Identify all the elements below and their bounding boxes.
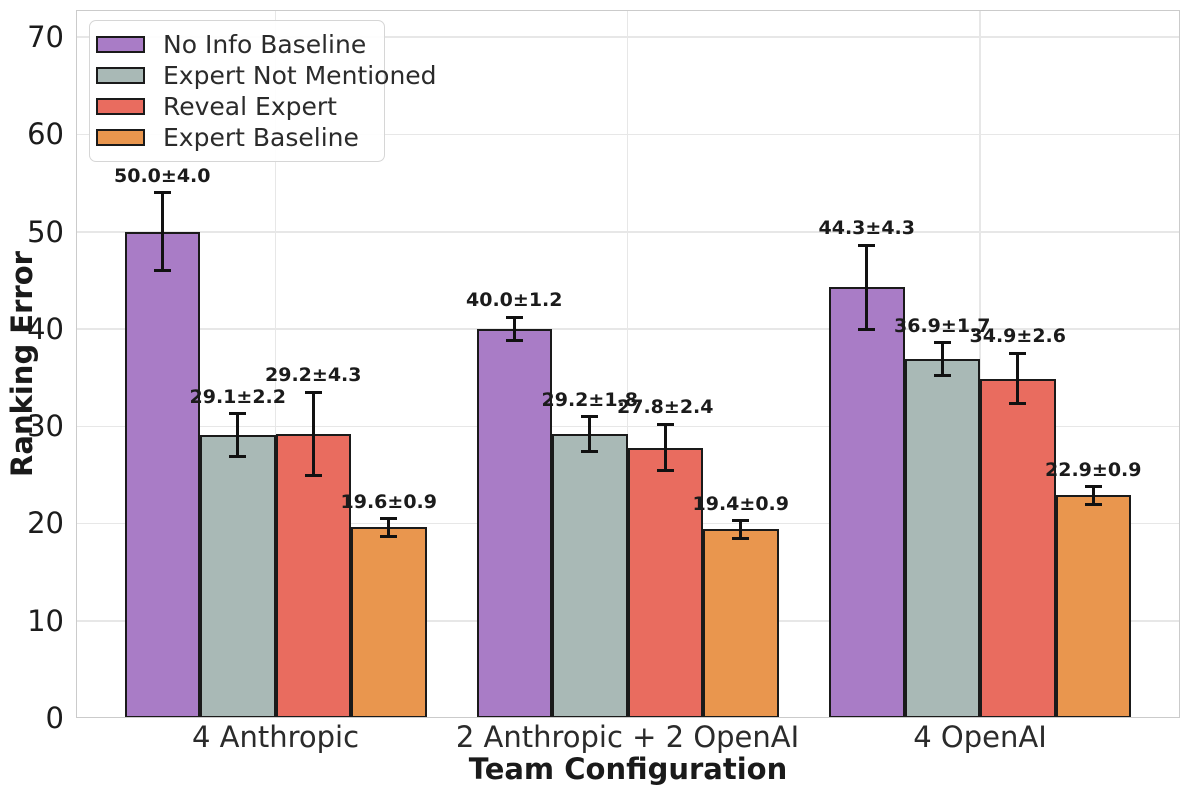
y-tick-label: 40 [27,311,64,346]
bar-expert-not-mentioned [200,435,276,718]
error-bar-cap-bottom [656,469,674,473]
error-bar-cap-top [505,315,523,319]
error-bar-cap-top [1009,351,1027,355]
bar-value-label: 34.9±2.6 [969,325,1066,348]
error-bar-cap-top [380,517,398,521]
y-tick-label: 70 [27,20,64,55]
bar-value-label: 19.4±0.9 [692,492,789,515]
error-bar-cap-bottom [581,450,599,454]
error-bar-cap-top [581,415,599,419]
v-gridline [626,10,629,718]
bar-value-label: 29.2±4.3 [265,364,362,387]
bar-value-label: 44.3±4.3 [818,217,915,240]
error-bar-cap-bottom [229,454,247,458]
legend-item-no-info-baseline: No Info Baseline [96,29,374,60]
y-tick-label: 30 [27,409,64,444]
error-bar-cap-top [933,341,951,345]
plot-area: 50.0±4.0 29.1±2.2 29.2±4.3 19.6±0.9 40.0±1.2… [76,10,1180,718]
legend-label: No Info Baseline [163,30,367,59]
error-bar [1016,353,1020,404]
bar-value-label: 50.0±4.0 [114,164,211,187]
error-bar [387,518,391,537]
error-bar-cap-top [732,519,750,523]
bar-value-label: 19.6±0.9 [340,490,437,513]
x-tick-label-2-anthropic-2-openai: 2 Anthropic + 2 OpenAI [455,720,800,754]
error-bar [940,342,944,376]
error-bar [663,424,667,471]
v-gridline [274,10,277,718]
legend-label: Reveal Expert [163,92,337,121]
error-bar [160,192,164,271]
error-bar-cap-bottom [858,327,876,331]
bar-expert-baseline [703,529,779,718]
legend-label: Expert Baseline [163,123,359,152]
x-tick-label-4-anthropic: 4 Anthropic [191,720,360,754]
legend-swatch-expert-not-mentioned [96,67,145,84]
y-tick-label: 0 [45,701,64,735]
error-bar [311,392,315,476]
bar-no-info-baseline [829,287,905,718]
bar-value-label: 22.9±0.9 [1045,458,1142,481]
bar-value-label: 36.9±1.7 [894,314,991,337]
legend: No Info Baseline Expert Not Mentioned Reve… [89,20,437,162]
bar-reveal-expert [980,378,1056,718]
bar-expert-not-mentioned [552,434,628,718]
legend-item-expert-not-mentioned: Expert Not Mentioned [96,60,437,91]
error-bar-cap-bottom [505,339,523,343]
bar-no-info-baseline [476,329,552,718]
error-bar [865,245,869,329]
bar-value-label: 27.8±2.4 [617,396,714,419]
error-bar-cap-top [153,191,171,195]
legend-swatch-expert-baseline [96,129,145,146]
error-bar [588,416,592,452]
error-bar [739,520,743,539]
bar-reveal-expert [275,434,351,718]
error-bar-cap-bottom [304,474,322,478]
legend-swatch-reveal-expert [96,98,145,115]
legend-swatch-no-info-baseline [96,36,145,53]
error-bar-cap-bottom [732,536,750,540]
bar-value-label: 29.1±2.2 [189,385,286,408]
error-bar-cap-top [656,422,674,426]
bar-value-label: 40.0±1.2 [466,289,563,312]
error-bar-cap-top [1084,485,1102,489]
error-bar-cap-top [858,243,876,247]
error-bar-cap-top [304,390,322,394]
legend-item-expert-baseline: Expert Baseline [96,122,374,153]
bar-expert-baseline [351,527,427,718]
error-bar [512,317,516,341]
error-bar-cap-bottom [1084,502,1102,506]
error-bar [1091,486,1095,505]
bar-value-label: 29.2±1.8 [541,388,638,411]
error-bar-cap-bottom [1009,402,1027,406]
v-gridline [979,10,981,718]
error-bar-cap-bottom [933,374,951,378]
y-tick-label: 10 [27,603,64,638]
error-bar [236,413,240,457]
y-tick-label: 20 [27,506,64,541]
legend-item-reveal-expert: Reveal Expert [96,91,374,122]
x-tick-label-4-openai: 4 OpenAI [913,720,1047,754]
error-bar-cap-top [229,412,247,416]
error-bar-cap-bottom [153,269,171,273]
bar-expert-baseline [1055,495,1131,718]
bar-no-info-baseline [124,231,200,718]
x-axis-label: Team Configuration [468,752,788,786]
y-tick-label: 50 [27,214,64,249]
bar-reveal-expert [627,447,703,718]
error-bar-cap-bottom [380,534,398,538]
legend-label: Expert Not Mentioned [163,61,437,90]
bar-expert-not-mentioned [904,359,980,718]
y-tick-label: 60 [27,117,64,152]
